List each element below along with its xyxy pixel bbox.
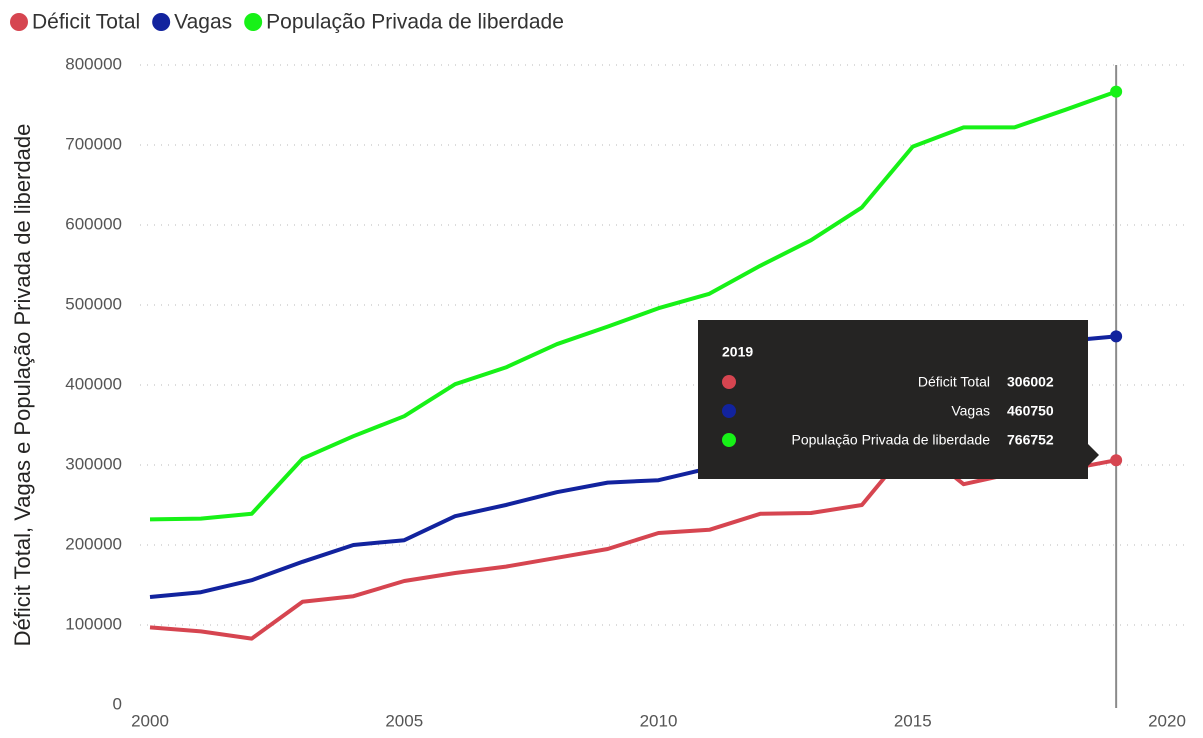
legend-label: Déficit Total — [32, 11, 140, 34]
tooltip-name: Déficit Total — [918, 374, 990, 390]
series-line — [149, 89, 1117, 522]
x-tick-label: 2005 — [385, 711, 423, 730]
y-tick-label: 500000 — [65, 294, 122, 313]
tooltip-value: 766752 — [1007, 432, 1054, 448]
tooltip-marker — [722, 433, 736, 447]
tooltip-value: 306002 — [1007, 374, 1054, 390]
tooltip-pointer — [1088, 444, 1099, 466]
y-tick-label: 800000 — [65, 54, 122, 73]
tooltip-marker — [722, 404, 736, 418]
y-axis-label: Déficit Total, Vagas e População Privada… — [10, 124, 35, 647]
legend-label: Vagas — [174, 11, 232, 34]
tooltip-box — [698, 320, 1088, 479]
hover-point — [1110, 85, 1123, 98]
x-tick-label: 2000 — [131, 711, 169, 730]
y-tick-label: 300000 — [65, 454, 122, 473]
tooltip-name: População Privada de liberdade — [792, 432, 991, 448]
y-tick-label: 0 — [113, 694, 122, 713]
x-tick-label: 2020 — [1148, 711, 1186, 730]
x-tick-label: 2015 — [894, 711, 932, 730]
tooltip-value: 460750 — [1007, 403, 1054, 419]
y-tick-label: 700000 — [65, 134, 122, 153]
legend-label: População Privada de liberdade — [266, 11, 564, 34]
y-tick-label: 200000 — [65, 534, 122, 553]
tooltip-name: Vagas — [951, 403, 990, 419]
tooltip: 2019 Déficit Total 306002 Vagas 460750 Popula… — [698, 320, 1099, 479]
legend-marker — [152, 13, 171, 31]
tooltip-title: 2019 — [722, 344, 753, 360]
hover-point — [1110, 454, 1123, 467]
legend-marker — [244, 13, 263, 31]
y-tick-label: 100000 — [65, 614, 122, 633]
y-tick-label: 600000 — [65, 214, 122, 233]
legend-marker — [10, 13, 28, 31]
tooltip-marker — [722, 375, 736, 389]
y-tick-label: 400000 — [65, 374, 122, 393]
x-tick-label: 2010 — [640, 711, 678, 730]
hover-point — [1110, 330, 1123, 343]
